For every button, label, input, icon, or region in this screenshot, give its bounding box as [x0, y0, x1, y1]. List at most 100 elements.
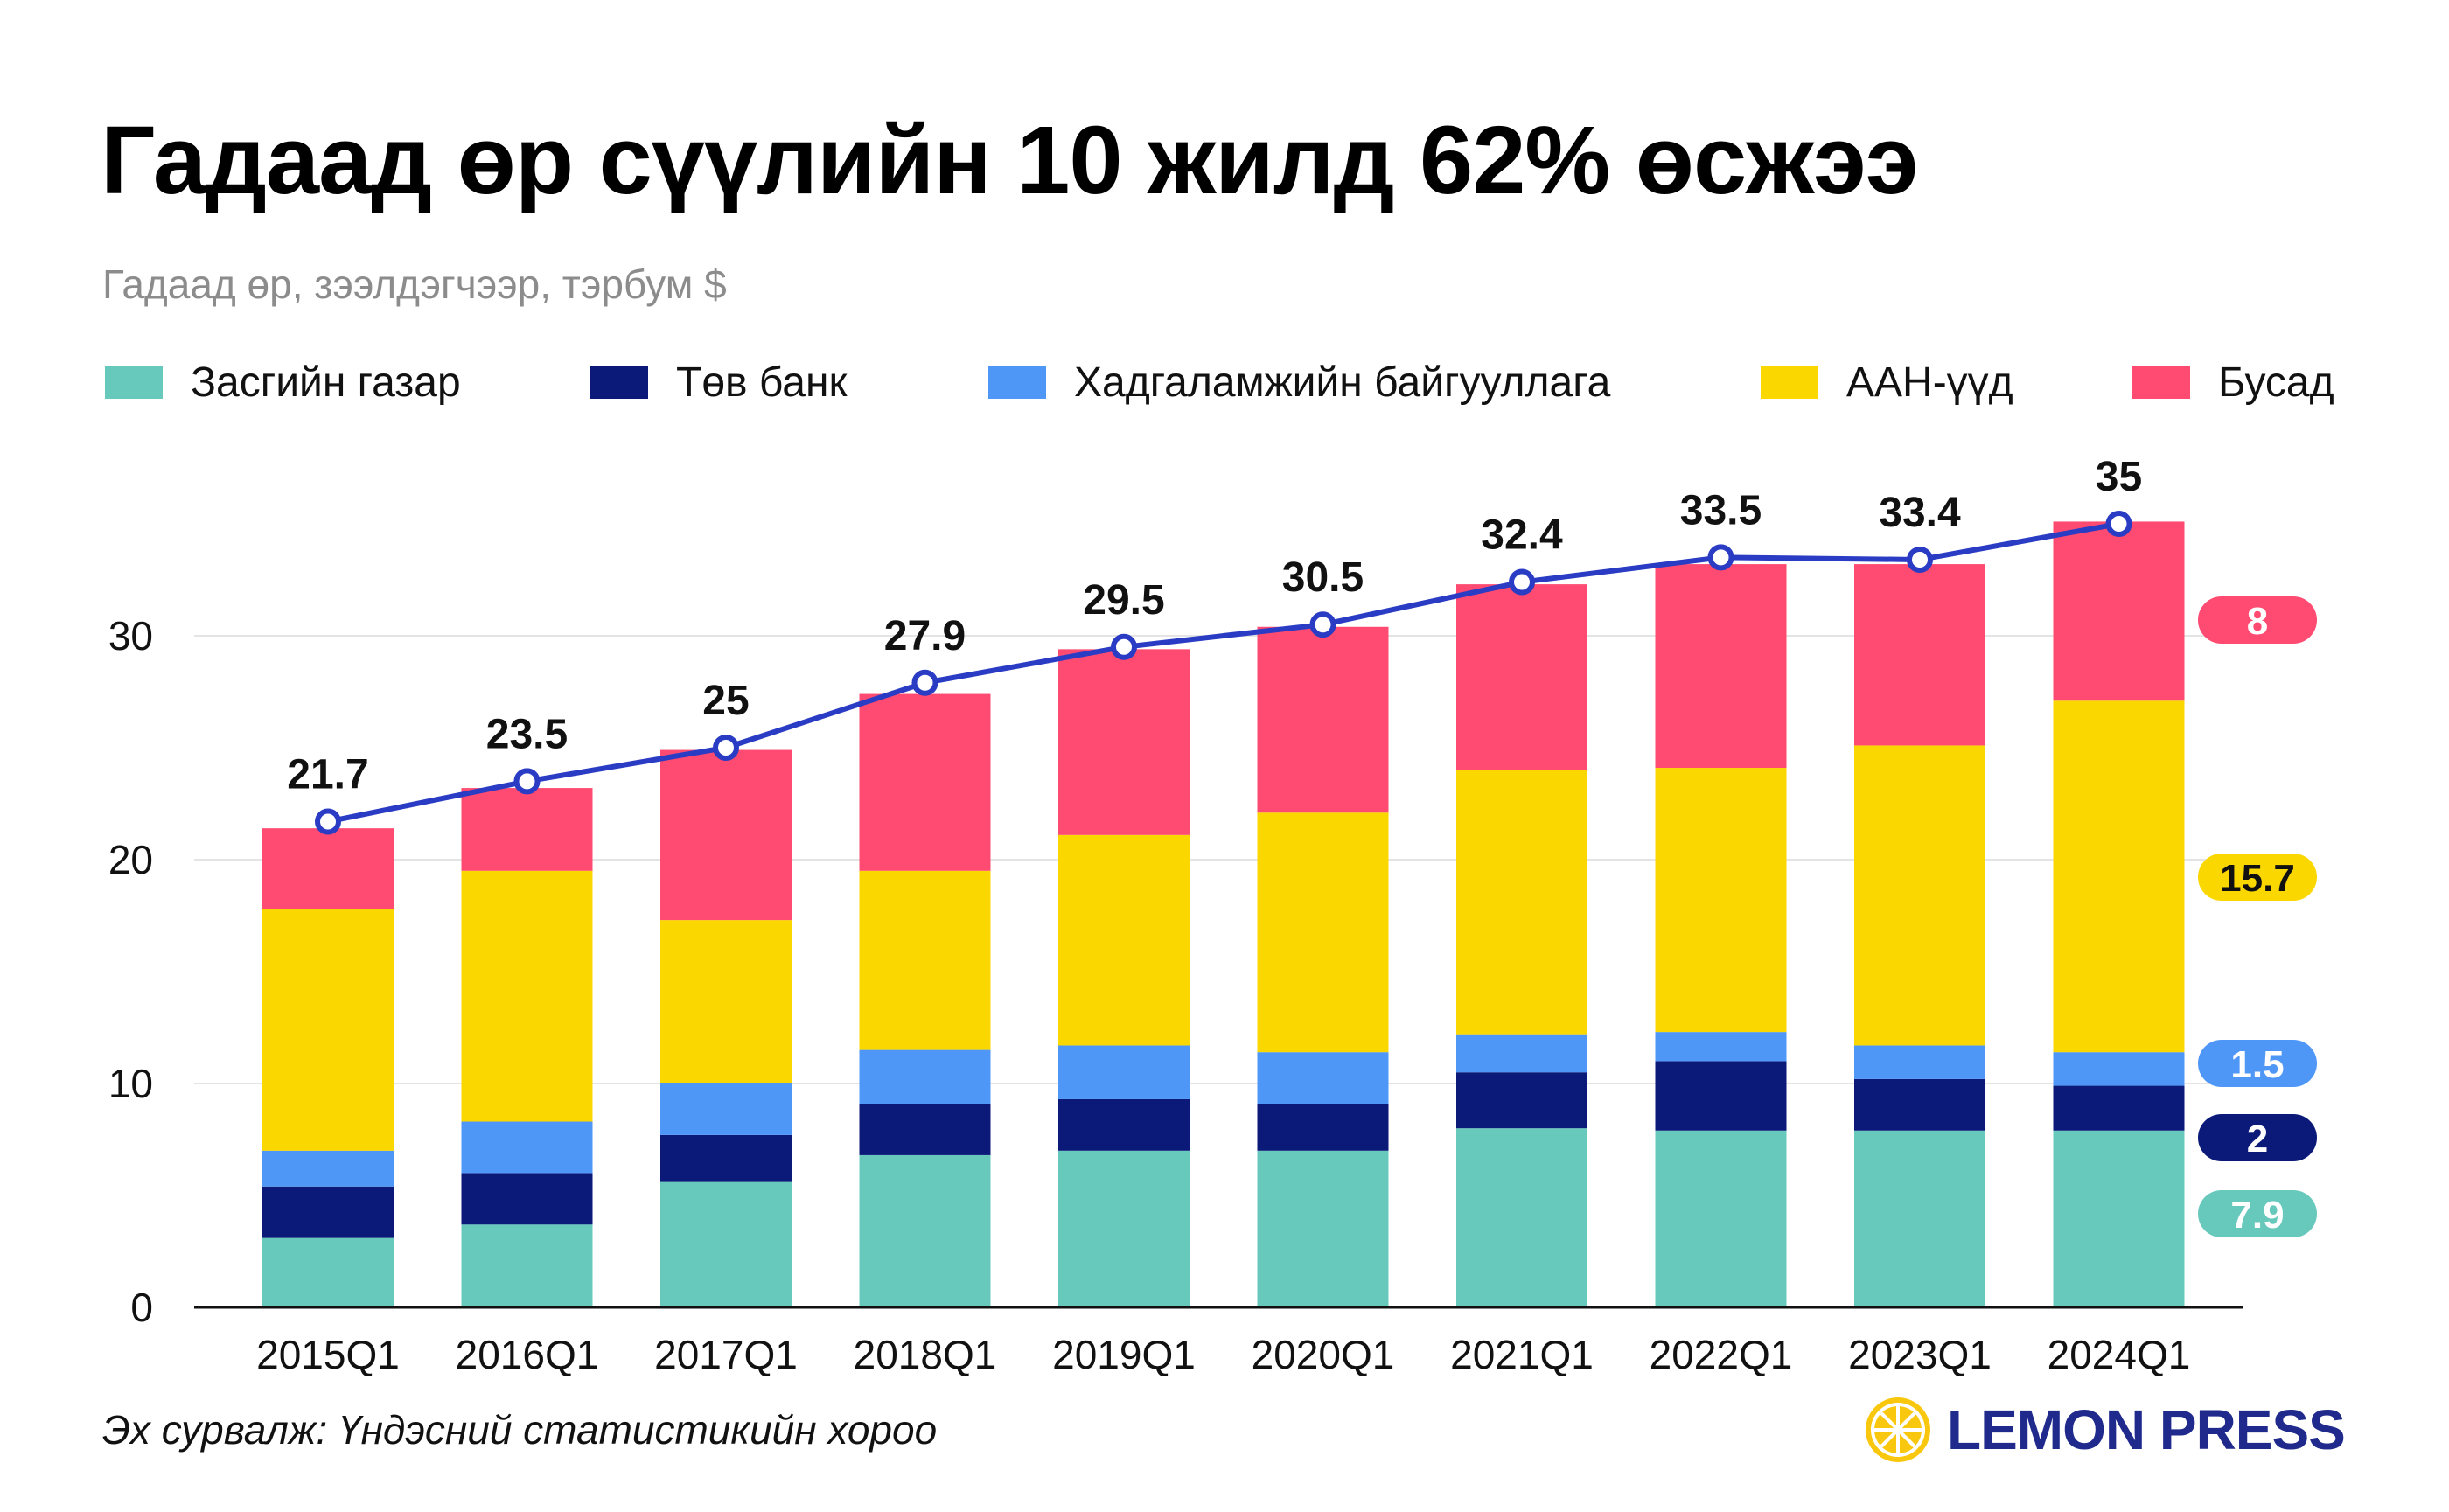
total-label: 35 [2096, 454, 2142, 500]
end-label-text: 15.7 [2220, 857, 2295, 900]
bar-segment-1-9 [2053, 1085, 2185, 1131]
bar-segment-0-2 [660, 1181, 792, 1307]
legend-swatch-companies [1761, 366, 1818, 399]
legend-label-central-bank: Төв банк [676, 359, 848, 406]
bar-segment-1-0 [262, 1186, 394, 1238]
total-point [2105, 511, 2132, 537]
bar-segment-3-7 [1655, 768, 1787, 1033]
bar-segment-1-4 [1058, 1098, 1190, 1151]
legend-item-other: Бусад [2132, 352, 2334, 413]
bar-segment-2-9 [2053, 1052, 2185, 1086]
bar-segment-3-8 [1854, 745, 1985, 1046]
x-tick-label: 2020Q1 [1252, 1332, 1395, 1377]
legend-swatch-other [2132, 366, 2190, 399]
total-label: 23.5 [486, 711, 568, 757]
logo-text: LEMON PRESS [1947, 1398, 2346, 1461]
x-tick-label: 2015Q1 [256, 1332, 400, 1377]
bar-segment-2-5 [1257, 1052, 1389, 1104]
bar-segment-3-2 [660, 920, 792, 1083]
x-tick-label: 2016Q1 [456, 1332, 599, 1377]
bar-segment-0-7 [1655, 1130, 1787, 1307]
x-tick-label: 2017Q1 [654, 1332, 798, 1377]
bar-segment-2-0 [262, 1150, 394, 1187]
bar-segment-1-8 [1854, 1078, 1985, 1131]
bar-segment-4-7 [1655, 564, 1787, 769]
bar-segment-4-3 [859, 693, 991, 871]
bar-segment-2-2 [660, 1083, 792, 1135]
bar-segment-3-9 [2053, 700, 2185, 1053]
total-point [1111, 633, 1137, 660]
source-note: Эх сурвалж: Үндэсний статистикийн хороо [102, 1407, 938, 1453]
total-label: 33.5 [1680, 487, 1762, 533]
legend-swatch-central-bank [590, 366, 648, 399]
x-tick-label: 2019Q1 [1052, 1332, 1196, 1377]
total-point [911, 669, 938, 696]
total-point [315, 808, 341, 835]
end-label-pill [2198, 1190, 2317, 1237]
legend-label-other: Бусад [2218, 359, 2334, 406]
bar-segment-0-5 [1257, 1150, 1389, 1307]
end-label-pill [2198, 854, 2317, 901]
total-point [1707, 544, 1734, 571]
bar-segment-4-6 [1456, 584, 1587, 770]
bar-segment-2-8 [1854, 1045, 1985, 1079]
total-label: 33.4 [1879, 490, 1961, 536]
legend-label-government: Засгийн газар [191, 359, 461, 406]
logo: LEMON PRESS [1863, 1390, 2346, 1469]
total-point [1907, 546, 1933, 573]
total-label: 29.5 [1083, 577, 1164, 624]
legend-swatch-government [105, 366, 163, 399]
end-label-text: 1.5 [2230, 1043, 2284, 1086]
y-tick-label: 20 [108, 837, 153, 882]
bar-segment-1-1 [461, 1173, 593, 1225]
y-tick-label: 30 [108, 613, 153, 658]
bar-segment-0-0 [262, 1237, 394, 1307]
bar-segment-2-6 [1456, 1034, 1587, 1073]
total-point [713, 735, 739, 761]
bar-segment-0-6 [1456, 1128, 1587, 1307]
legend: Засгийн газар Төв банк Хадгаламжийн байг… [105, 352, 2344, 413]
bar-segment-4-9 [2053, 521, 2185, 701]
total-line [327, 521, 2120, 825]
bar-segment-3-6 [1456, 770, 1587, 1035]
end-label-pill [2198, 1040, 2317, 1087]
legend-item-deposit-institutions: Хадгаламжийн байгууллага [988, 352, 1610, 413]
legend-item-government: Засгийн газар [105, 352, 461, 413]
total-label: 27.9 [884, 613, 966, 659]
bar-segment-4-8 [1854, 564, 1985, 746]
bar-segment-4-1 [461, 788, 593, 871]
end-label-text: 2 [2247, 1118, 2268, 1160]
total-label: 21.7 [287, 751, 368, 798]
bar-segment-2-7 [1655, 1032, 1787, 1062]
bar-segment-4-2 [660, 749, 792, 921]
bar-segment-0-1 [461, 1224, 593, 1307]
lemon-slice-icon [1866, 1397, 1930, 1462]
chart-title: Гадаад өр сүүлийн 10 жилд 62% өсжээ [101, 107, 1919, 214]
bar-segment-4-0 [262, 828, 394, 909]
y-tick-label: 10 [108, 1061, 153, 1106]
total-point [513, 768, 541, 795]
end-label-pill [2198, 596, 2317, 644]
y-tick-label: 0 [130, 1285, 153, 1330]
legend-item-companies: ААН-үүд [1761, 352, 2013, 413]
bar-segment-2-4 [1058, 1045, 1190, 1099]
bar-segment-1-5 [1257, 1104, 1389, 1151]
legend-item-central-bank: Төв банк [590, 352, 847, 413]
bar-segment-0-9 [2053, 1130, 2185, 1307]
bar-segment-1-2 [660, 1134, 792, 1182]
total-point [1509, 568, 1535, 596]
bar-segment-2-1 [461, 1121, 593, 1174]
bar-segment-0-3 [859, 1154, 991, 1307]
bar-segment-3-3 [859, 870, 991, 1050]
total-point [1309, 611, 1336, 638]
legend-label-companies: ААН-үүд [1846, 359, 2013, 406]
total-label: 25 [702, 678, 749, 724]
bar-segment-1-7 [1655, 1061, 1787, 1131]
legend-swatch-deposit-institutions [988, 366, 1046, 399]
bar-segment-4-5 [1257, 626, 1389, 813]
bar-segment-1-6 [1456, 1072, 1587, 1129]
legend-label-deposit-institutions: Хадгаламжийн байгууллага [1074, 359, 1611, 406]
x-tick-label: 2023Q1 [1848, 1332, 1992, 1377]
bar-segment-3-1 [461, 870, 593, 1122]
